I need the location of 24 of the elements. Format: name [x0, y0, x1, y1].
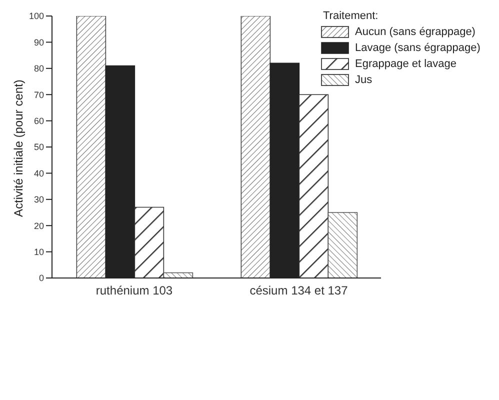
bar [76, 16, 106, 278]
bar [134, 206, 164, 278]
legend-label: Jus [355, 74, 372, 86]
bar [298, 94, 329, 278]
y-tick-label: 100 [28, 11, 44, 22]
bar [328, 212, 358, 278]
y-tick-label: 30 [34, 194, 44, 205]
y-tick-label: 20 [34, 220, 44, 231]
y-tick-label: 70 [34, 90, 44, 100]
y-tick-label: 10 [34, 246, 44, 257]
x-tick-label: césium 134 et 137 [250, 284, 348, 298]
y-tick-label: 60 [34, 116, 44, 126]
legend-title: Traitement: [323, 10, 380, 22]
legend-label: Lavage (sans égrappage) [355, 42, 480, 54]
y-tick-label: 0 [38, 273, 44, 284]
legend-label: Egrappage et lavage [355, 58, 457, 70]
legend-label: Aucun (sans égrappage) [355, 26, 476, 38]
y-tick-label: 50 [34, 142, 44, 152]
y-tick-label: 40 [34, 168, 44, 178]
x-tick-label: ruthénium 103 [96, 284, 173, 298]
bar [240, 16, 271, 278]
y-tick-label: 80 [34, 64, 44, 74]
y-tick-label: 90 [34, 37, 44, 48]
y-axis-title: Activité initiale (pour cent) [11, 80, 26, 217]
